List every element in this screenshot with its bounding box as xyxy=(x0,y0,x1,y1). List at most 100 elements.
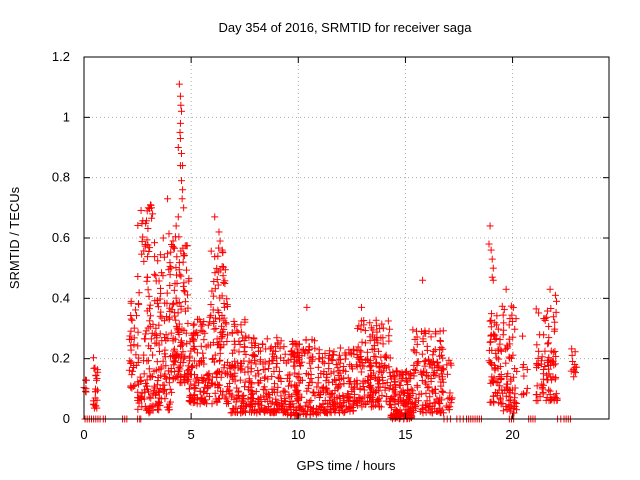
data-point xyxy=(163,403,171,411)
data-point xyxy=(213,397,221,405)
data-point xyxy=(166,314,174,322)
data-point xyxy=(210,278,218,286)
data-point xyxy=(500,326,508,334)
data-point xyxy=(188,364,196,372)
data-point xyxy=(386,325,394,333)
data-point xyxy=(168,388,176,396)
data-point xyxy=(535,347,543,355)
data-point xyxy=(132,306,140,314)
data-point xyxy=(491,331,499,339)
data-point xyxy=(207,247,215,255)
data-point xyxy=(156,312,164,320)
data-point xyxy=(152,331,160,339)
data-point xyxy=(89,397,97,405)
data-point xyxy=(176,365,184,373)
data-point xyxy=(310,388,318,396)
data-point xyxy=(200,360,208,368)
data-point xyxy=(189,344,197,352)
data-point xyxy=(207,311,215,319)
data-point xyxy=(551,291,559,299)
data-point xyxy=(146,408,154,416)
data-point xyxy=(171,335,179,343)
data-point xyxy=(163,289,171,297)
data-points xyxy=(80,80,581,423)
data-point xyxy=(157,395,165,403)
data-point xyxy=(143,273,151,281)
data-point xyxy=(230,346,238,354)
data-point xyxy=(146,301,154,309)
data-point xyxy=(166,262,174,270)
data-point xyxy=(222,319,230,327)
data-point xyxy=(148,214,156,222)
data-point xyxy=(414,358,422,366)
data-point xyxy=(234,328,242,336)
data-point xyxy=(216,356,224,364)
data-point xyxy=(275,368,283,376)
data-point xyxy=(487,323,495,331)
data-point xyxy=(198,394,206,402)
data-point xyxy=(502,359,510,367)
chart-grid xyxy=(84,57,609,419)
data-point xyxy=(533,382,541,390)
data-point xyxy=(210,318,218,326)
data-point xyxy=(140,257,148,265)
data-point xyxy=(384,317,392,325)
data-point xyxy=(315,346,323,354)
data-point xyxy=(261,386,269,394)
data-point xyxy=(212,314,220,322)
data-point xyxy=(422,389,430,397)
data-point xyxy=(212,325,220,333)
data-point xyxy=(173,324,181,332)
data-point xyxy=(155,406,163,414)
data-point xyxy=(127,327,135,335)
data-point xyxy=(509,351,517,359)
data-point xyxy=(211,381,219,389)
data-point xyxy=(173,271,181,279)
data-point xyxy=(204,321,212,329)
data-point xyxy=(177,305,185,313)
data-point xyxy=(208,355,216,363)
data-point xyxy=(438,388,446,396)
data-point xyxy=(259,340,267,348)
data-point xyxy=(176,378,184,386)
data-point xyxy=(197,322,205,330)
data-point xyxy=(189,321,197,329)
chart-title: Day 354 of 2016, SRMTID for receiver sag… xyxy=(219,20,473,35)
data-point xyxy=(135,289,143,297)
data-point xyxy=(170,244,178,252)
data-point xyxy=(220,279,228,287)
data-point xyxy=(499,311,507,319)
data-point xyxy=(307,364,315,372)
data-point xyxy=(176,134,184,142)
data-point xyxy=(180,204,188,212)
data-point xyxy=(170,345,178,353)
data-point xyxy=(155,388,163,396)
data-point xyxy=(130,324,138,332)
data-point xyxy=(353,346,361,354)
data-point xyxy=(197,318,205,326)
data-point xyxy=(142,327,150,335)
data-point xyxy=(332,361,340,369)
data-point xyxy=(336,344,344,352)
data-point xyxy=(91,388,99,396)
data-point xyxy=(156,330,164,338)
data-point xyxy=(140,335,148,343)
x-tick-label: 20 xyxy=(505,427,519,442)
data-point xyxy=(153,381,161,389)
data-point xyxy=(151,391,159,399)
data-point xyxy=(162,390,170,398)
data-point xyxy=(140,247,148,255)
data-point xyxy=(186,354,194,362)
data-point xyxy=(149,351,157,359)
data-point xyxy=(144,407,152,415)
data-point xyxy=(219,272,227,280)
data-point xyxy=(250,351,258,359)
data-point xyxy=(216,237,224,245)
data-point xyxy=(147,335,155,343)
data-point xyxy=(177,337,185,345)
data-point xyxy=(92,371,100,379)
data-point xyxy=(489,264,497,272)
data-point xyxy=(551,348,559,356)
data-point xyxy=(154,257,162,265)
